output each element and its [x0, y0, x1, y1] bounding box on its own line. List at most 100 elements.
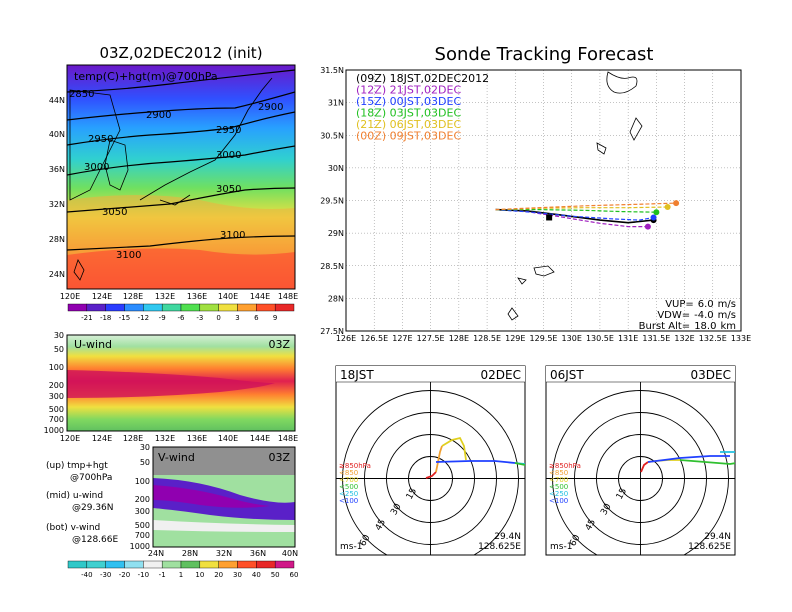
- p-tick: 300: [135, 507, 150, 516]
- taiwan-outline: [73, 259, 85, 281]
- contour-3000: [67, 145, 295, 176]
- forecast-title: Sonde Tracking Forecast: [435, 44, 654, 65]
- korea-outline: [104, 139, 129, 191]
- island-outline: [629, 117, 643, 141]
- temp-map: [67, 65, 295, 289]
- legend-line: @29.36N: [72, 503, 114, 513]
- u-p-ticks: 30 50 100 200 300 500 700 1000: [44, 331, 64, 435]
- track-line: [495, 206, 668, 211]
- u-jet-core: [67, 370, 275, 398]
- launch-marker: [546, 214, 553, 221]
- lon-tick: 144E: [250, 434, 270, 443]
- p-tick: 500: [135, 521, 150, 530]
- colorbar-label: -6: [178, 314, 186, 322]
- colorbar-swatch: [199, 303, 219, 312]
- lon-tick: 120E: [60, 434, 80, 443]
- hodo-date: 03DEC: [691, 368, 731, 382]
- legend-entry: (12Z) 21JST,02DEC: [356, 84, 461, 97]
- lon-tick: 136E: [187, 434, 207, 443]
- track-line: [495, 202, 677, 211]
- v-wind-panel: [153, 447, 295, 547]
- land-outline: [69, 89, 121, 201]
- track-end-point: [673, 200, 680, 207]
- v-colorbar: -40 -30 -20 -10 -1 1 10 20 30 40 50 60: [67, 560, 299, 579]
- lat-tick: 36N: [49, 165, 65, 174]
- p-tick: 1000: [130, 542, 150, 551]
- lon-tick: 140E: [218, 434, 238, 443]
- colorbar-swatch: [218, 303, 238, 312]
- lon-tick: 140E: [218, 292, 238, 301]
- u-wind-title: U-wind: [74, 338, 112, 351]
- lon-tick: 129.5E: [530, 334, 558, 343]
- colorbar-swatch: [143, 560, 163, 569]
- hodo-curve: [679, 459, 735, 465]
- colorbar-swatch: [274, 303, 295, 312]
- hodo-header-bg: [546, 366, 735, 382]
- forecast-params: VUP= 6.0 m/s VDW= -4.0 m/s Burst Alt= 18.0 km: [639, 299, 736, 332]
- colorbar-label: -3: [196, 314, 203, 322]
- temp-colorbar: -21 -18 -15 -12 -9 -6 -3 0 3 6 9: [67, 303, 295, 322]
- contour-2950: [67, 111, 295, 146]
- lon-tick: 136E: [187, 292, 207, 301]
- contour-label: 3000: [84, 162, 109, 173]
- lat-tick: 24N: [148, 549, 164, 558]
- colorbar-swatch: [237, 560, 257, 569]
- legend-entry: (18Z) 03JST,03DEC: [356, 107, 461, 120]
- hodo-ring-label: 45: [374, 518, 388, 533]
- param-vup: VUP= 6.0 m/s: [665, 299, 736, 310]
- hodo-ring-label: 45: [584, 518, 598, 533]
- param-unit: m/s: [718, 310, 736, 321]
- v-lat-ticks: 24N 28N 32N 36N 40N: [148, 549, 298, 558]
- hodo-curve: [435, 445, 443, 473]
- colorbar-swatch: [180, 560, 201, 569]
- colorbar-label: -10: [138, 571, 149, 579]
- colorbar-label: -21: [81, 314, 92, 322]
- contour-3050: [67, 187, 295, 213]
- hodo-lon: 128.625E: [478, 542, 521, 552]
- map-lon-ticks: 120E 124E 128E 132E 136E 140E 144E 148E: [60, 292, 298, 301]
- contour-3100: [67, 235, 295, 251]
- hodo-curve: [435, 460, 516, 464]
- lon-tick: 148E: [278, 292, 298, 301]
- lon-tick: 132E: [155, 434, 175, 443]
- hodo-level-label: <500: [549, 483, 568, 491]
- hodo-level-label: <100: [339, 497, 358, 505]
- param-value: 6.0: [698, 299, 714, 310]
- legend-entry: (15Z) 00JST,03DEC: [356, 95, 461, 108]
- colorbar-label: 6: [254, 314, 259, 322]
- hodo-level-label: <500: [339, 483, 358, 491]
- p-tick: 50: [140, 458, 150, 467]
- param-unit: km: [720, 321, 736, 332]
- colorbar-swatch: [218, 560, 238, 569]
- p-tick: 100: [49, 363, 64, 372]
- contour-label: 3100: [220, 230, 245, 241]
- hodo-level-label: <700: [549, 476, 568, 484]
- lon-tick: 128E: [123, 292, 143, 301]
- lat-tick: 28.5N: [320, 262, 344, 271]
- track-end-point: [653, 209, 660, 216]
- contour-label: 3100: [116, 250, 141, 261]
- v-white-band: [153, 520, 295, 532]
- param-label: VUP=: [665, 299, 694, 310]
- hodo-level-label: <100: [549, 497, 568, 505]
- param-label: Burst Alt=: [639, 321, 691, 332]
- u-wind-frame: [66, 334, 296, 432]
- v-neg-inner: [153, 485, 270, 508]
- colorbar-label: -12: [138, 314, 149, 322]
- forecast-coast: [507, 71, 643, 321]
- lat-tick: 36N: [250, 549, 266, 558]
- contour-label: 2900: [146, 110, 171, 121]
- colorbar-label: 60: [290, 571, 299, 579]
- colorbar-label: -9: [159, 314, 166, 322]
- legend-entry: (09Z) 18JST,02DEC2012: [356, 72, 489, 85]
- p-tick: 200: [135, 495, 150, 504]
- colorbar-swatch: [256, 303, 276, 312]
- lat-tick: 32N: [49, 200, 65, 209]
- hodo-curve: [640, 461, 649, 473]
- p-tick: 700: [49, 415, 64, 424]
- u-lon-ticks: 120E 124E 128E 132E 136E 140E 144E 148E: [60, 434, 298, 443]
